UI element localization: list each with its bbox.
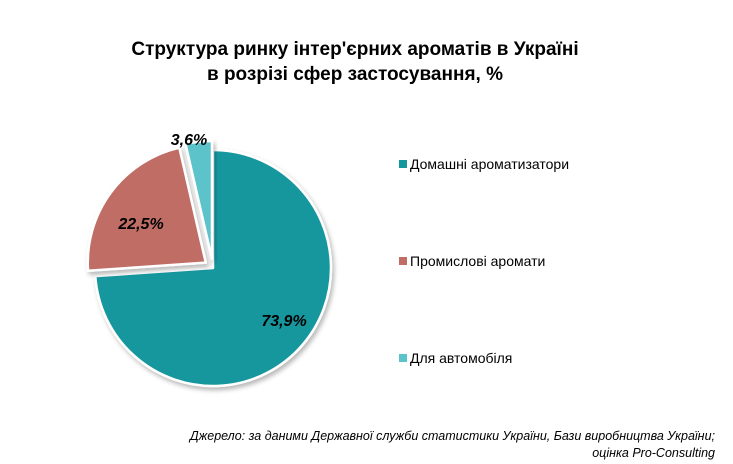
chart-title-line-1: Структура ринку інтер'єрних ароматів в У… bbox=[131, 39, 579, 60]
pie-slice-industrial-aromas bbox=[86, 146, 208, 273]
legend-item-car-fragrances: Для автомобіля bbox=[399, 349, 512, 367]
pie-slice-home-fragrances bbox=[94, 148, 333, 388]
legend-label-car-fragrances: Для автомобіля bbox=[410, 350, 513, 366]
data-label-industrial-aromas: 22,5% bbox=[117, 216, 163, 233]
legend-item-industrial-aromas: Промислові аромати bbox=[399, 252, 545, 270]
legend-item-home-fragrances: Домашні ароматизатори bbox=[399, 155, 569, 173]
source-note-line-1: Джерело: за даними Державної служби стат… bbox=[189, 429, 715, 443]
pie-slice-car-fragrances bbox=[184, 139, 214, 261]
chart-title: Структура ринку інтер'єрних ароматів в У… bbox=[60, 37, 650, 87]
legend-swatch-industrial-aromas bbox=[399, 257, 407, 265]
data-label-home-fragrances: 73,9% bbox=[261, 313, 306, 330]
source-note-line-2: оцінка Pro-Consulting bbox=[592, 446, 715, 460]
legend-label-industrial-aromas: Промислові аромати bbox=[410, 253, 546, 269]
source-note: Джерело: за даними Державної служби стат… bbox=[190, 428, 715, 462]
legend-label-home-fragrances: Домашні ароматизатори bbox=[410, 156, 570, 172]
legend-swatch-car-fragrances bbox=[399, 354, 407, 362]
legend-swatch-home-fragrances bbox=[399, 160, 407, 168]
chart-title-line-2: в розрізі сфер застосування, % bbox=[206, 64, 503, 85]
data-label-car-fragrances: 3,6% bbox=[171, 132, 207, 149]
